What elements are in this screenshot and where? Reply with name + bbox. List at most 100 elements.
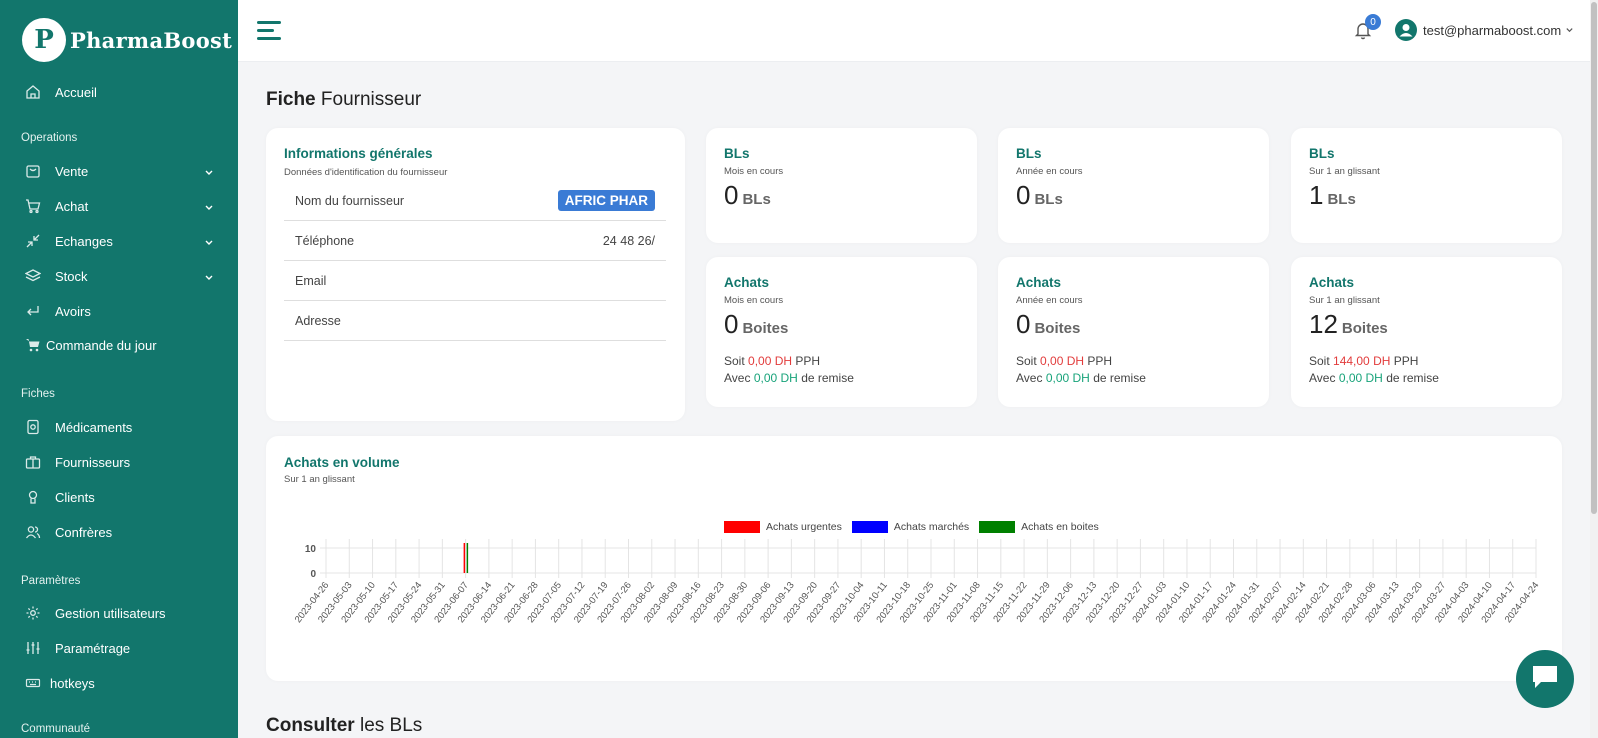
chart-title: Achats en volume xyxy=(284,455,400,470)
sidebar-item-label: Commande du jour xyxy=(46,337,157,353)
legend-label: Achats marchés xyxy=(893,521,970,533)
topbar: 0 test@pharmaboost.com xyxy=(238,0,1590,62)
sidebar-item-hotkeys[interactable]: hotkeys xyxy=(24,670,220,696)
section-communaute: Communauté xyxy=(21,723,91,735)
home-icon xyxy=(24,83,42,101)
stat-value: 12 Boites xyxy=(1309,309,1388,339)
stat-subtitle: Année en cours xyxy=(1016,295,1083,306)
stat-subtitle: Mois en cours xyxy=(724,166,784,177)
sidebar-item-medicaments[interactable]: Médicaments xyxy=(24,414,220,440)
sidebar-item-label: Clients xyxy=(55,489,95,505)
stat-subtitle: Année en cours xyxy=(1016,166,1083,177)
sidebar-item-achat[interactable]: Achat xyxy=(24,193,220,219)
return-icon xyxy=(24,302,42,320)
sidebar-item-label: Echanges xyxy=(55,233,113,249)
sidebar-item-gestion-utilisateurs[interactable]: Gestion utilisateurs xyxy=(24,600,220,626)
sidebar-item-commande[interactable]: Commande du jour xyxy=(24,332,220,358)
stat-title: BLs xyxy=(1016,146,1042,161)
sidebar-item-label: Stock xyxy=(55,268,88,284)
chart-subtitle: Sur 1 an glissant xyxy=(284,474,355,485)
sidebar-item-label: Paramétrage xyxy=(55,640,131,656)
bar-achats-en-boites xyxy=(466,543,469,573)
user-icon xyxy=(24,488,42,506)
cart-icon xyxy=(24,197,42,215)
pph-line: Soit 0,00 DH PPH xyxy=(1016,354,1113,368)
chart-legend: Achats urgentes Achats marchés Achats en… xyxy=(724,521,1099,533)
brand-logo[interactable]: P PharmaBoost xyxy=(22,18,232,62)
stat-title: Achats xyxy=(1309,275,1355,290)
remise-line: Avec 0,00 DH de remise xyxy=(724,371,854,385)
info-card-title: Informations générales xyxy=(284,146,433,161)
sidebar-item-clients[interactable]: Clients xyxy=(24,484,220,510)
stat-title: Achats xyxy=(724,275,770,290)
achats-card-year: Achats Année en cours 0 Boites Soit 0,00 … xyxy=(998,257,1269,407)
chevron-down-icon xyxy=(1565,21,1574,39)
info-row-address: Adresse xyxy=(284,301,666,341)
pph-line: Soit 0,00 DH PPH xyxy=(724,354,821,368)
stat-title: BLs xyxy=(1309,146,1335,161)
bag-icon xyxy=(24,162,42,180)
info-label: Nom du fournisseur xyxy=(295,193,405,208)
sidebar-item-label: Médicaments xyxy=(55,419,133,435)
legend-label: Achats en boites xyxy=(1021,521,1099,533)
info-label: Email xyxy=(295,273,327,288)
users-icon xyxy=(24,523,42,541)
sidebar-item-label: Confrères xyxy=(55,524,113,540)
menu-toggle-button[interactable] xyxy=(257,21,281,41)
info-row-email: Email xyxy=(284,261,666,301)
y-tick-label: 10 xyxy=(305,544,317,555)
chevron-down-icon xyxy=(204,269,214,287)
sidebar-item-fournisseurs[interactable]: Fournisseurs xyxy=(24,449,220,475)
sidebar-item-label: Fournisseurs xyxy=(55,454,131,470)
keyboard-icon xyxy=(24,674,42,692)
info-value: 24 48 26/ xyxy=(602,233,655,248)
brand-name: PharmaBoost xyxy=(70,27,233,53)
info-label: Adresse xyxy=(295,313,341,328)
user-menu[interactable]: test@pharmaboost.com xyxy=(1395,19,1574,41)
stat-value: 1 BLs xyxy=(1309,180,1356,210)
sliders-icon xyxy=(24,639,42,657)
stat-subtitle: Sur 1 an glissant xyxy=(1309,295,1380,306)
info-card: Informations générales Données d'identif… xyxy=(266,128,685,421)
bar-achats-urgentes xyxy=(463,543,466,573)
remise-line: Avec 0,00 DH de remise xyxy=(1309,371,1439,385)
chevron-down-icon xyxy=(204,164,214,182)
section-operations: Operations xyxy=(21,132,78,144)
stat-value: 0 BLs xyxy=(724,180,771,210)
logo-mark: P xyxy=(22,18,66,62)
info-card-subtitle: Données d'identification du fournisseur xyxy=(284,167,448,178)
sidebar-item-vente[interactable]: Vente xyxy=(24,158,220,184)
stat-title: BLs xyxy=(724,146,750,161)
layers-icon xyxy=(24,267,42,285)
chat-icon xyxy=(1530,663,1560,696)
bls-card-year: BLs Année en cours 0 BLs xyxy=(998,128,1269,243)
y-tick-label: 0 xyxy=(310,569,316,580)
sidebar-item-stock[interactable]: Stock xyxy=(24,263,220,289)
legend-swatch-marches xyxy=(851,521,888,533)
section-parametres: Paramètres xyxy=(21,575,81,587)
stat-value: 0 BLs xyxy=(1016,180,1063,210)
sidebar-item-label: Achat xyxy=(55,198,89,214)
sidebar-item-avoirs[interactable]: Avoirs xyxy=(24,298,220,324)
sidebar-item-parametrage[interactable]: Paramétrage xyxy=(24,635,220,661)
arrows-icon xyxy=(24,232,42,250)
sidebar-item-label: Gestion utilisateurs xyxy=(55,605,166,621)
page-title: Fiche Fournisseur xyxy=(266,89,422,110)
sidebar-item-echanges[interactable]: Echanges xyxy=(24,228,220,254)
sidebar-item-confreres[interactable]: Confrères xyxy=(24,519,220,545)
stat-value: 0 Boites xyxy=(724,309,789,339)
supplier-name-badge: AFRIC PHAR xyxy=(557,190,655,211)
bls-card-rolling: BLs Sur 1 an glissant 1 BLs xyxy=(1291,128,1562,243)
scrollbar-thumb[interactable] xyxy=(1591,2,1597,514)
sidebar-item-accueil[interactable]: Accueil xyxy=(24,79,220,105)
bls-card-month: BLs Mois en cours 0 BLs xyxy=(706,128,977,243)
notification-count-badge: 0 xyxy=(1365,14,1381,30)
stat-value: 0 Boites xyxy=(1016,309,1081,339)
pill-box-icon xyxy=(24,418,42,436)
stat-subtitle: Sur 1 an glissant xyxy=(1309,166,1380,177)
chat-button[interactable] xyxy=(1516,650,1574,708)
remise-line: Avec 0,00 DH de remise xyxy=(1016,371,1146,385)
sidebar-item-label: Vente xyxy=(55,163,89,179)
sidebar-item-label: hotkeys xyxy=(50,675,95,691)
volume-chart-card: Achats en volume Sur 1 an glissant xyxy=(266,436,1562,681)
